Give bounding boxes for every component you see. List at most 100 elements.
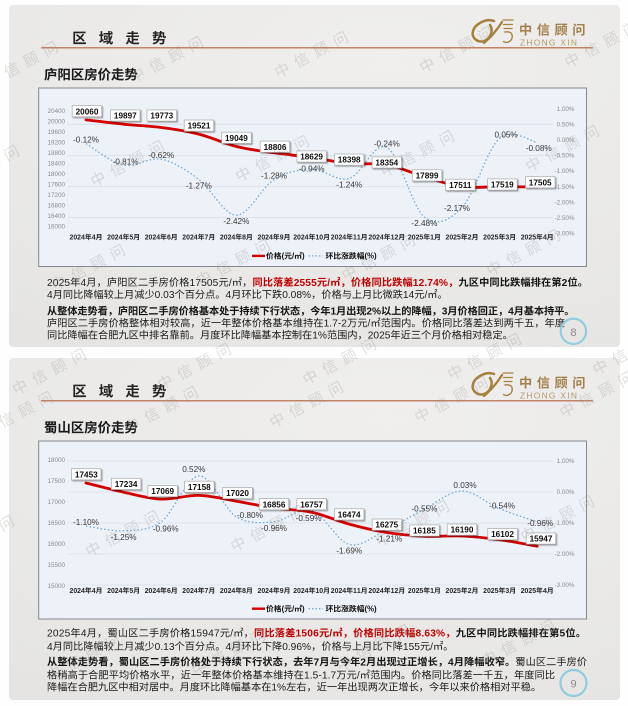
svg-text:14: 14 — [403, 290, 415, 301]
svg-text:1.00%: 1.00% — [557, 106, 575, 113]
svg-text:-0.54%: -0.54% — [489, 502, 515, 511]
svg-text:/: / — [229, 278, 232, 289]
svg-text:-1.00%: -1.00% — [555, 168, 575, 175]
svg-text:-2.00%: -2.00% — [555, 199, 575, 206]
svg-text:19773: 19773 — [150, 112, 173, 121]
svg-text:19200: 19200 — [47, 140, 65, 147]
svg-text:20000: 20000 — [47, 119, 65, 126]
svg-text:4: 4 — [448, 657, 454, 668]
svg-text:/: / — [368, 319, 371, 330]
svg-text:2025: 2025 — [368, 331, 391, 342]
svg-text:11: 11 — [353, 235, 361, 242]
svg-text:0.00%: 0.00% — [557, 137, 575, 144]
svg-text:12: 12 — [391, 588, 399, 595]
svg-text:-0.96%: -0.96% — [527, 519, 553, 528]
svg-text:19897: 19897 — [114, 112, 137, 121]
svg-text:-2.00%: -2.00% — [555, 551, 575, 558]
svg-text:0.05%: 0.05% — [494, 130, 517, 139]
svg-text:-1.00%: -1.00% — [555, 520, 575, 527]
svg-text:-0.96%: -0.96% — [153, 524, 179, 533]
svg-text:3: 3 — [442, 307, 448, 318]
svg-text:8: 8 — [242, 588, 246, 595]
svg-text:17234: 17234 — [115, 480, 138, 489]
svg-text:5: 5 — [560, 629, 566, 640]
svg-text:17505: 17505 — [190, 278, 219, 289]
svg-text:2024: 2024 — [258, 235, 273, 242]
svg-text:2024: 2024 — [182, 588, 197, 595]
svg-text:17069: 17069 — [151, 487, 174, 496]
svg-text:2024: 2024 — [145, 588, 160, 595]
svg-text:12.74%: 12.74% — [413, 278, 448, 289]
svg-text:1: 1 — [430, 588, 434, 595]
svg-text:/: / — [292, 605, 295, 614]
svg-text:2025: 2025 — [47, 629, 71, 640]
svg-text:2025: 2025 — [446, 235, 461, 242]
svg-text:0.03%: 0.03% — [453, 481, 476, 490]
svg-text:1: 1 — [430, 235, 434, 242]
svg-text:17453: 17453 — [75, 470, 98, 479]
svg-text:15947: 15947 — [530, 535, 553, 544]
svg-text:12: 12 — [391, 235, 399, 242]
svg-text:2024: 2024 — [107, 235, 122, 242]
svg-text:15500: 15500 — [47, 562, 65, 569]
svg-text:2024: 2024 — [368, 235, 383, 242]
svg-text:-0.62%: -0.62% — [148, 151, 174, 160]
svg-text:-1.21%: -1.21% — [376, 535, 402, 544]
svg-text:10: 10 — [315, 588, 323, 595]
svg-text:2025: 2025 — [446, 588, 461, 595]
svg-text:/: / — [329, 629, 332, 640]
svg-text:0.52%: 0.52% — [182, 465, 205, 474]
svg-text:-0.12%: -0.12% — [73, 136, 99, 145]
svg-text:18800: 18800 — [47, 150, 65, 157]
svg-text:-0.80%: -0.80% — [237, 511, 263, 520]
svg-text:/: / — [430, 642, 433, 653]
svg-text:2024: 2024 — [145, 235, 160, 242]
svg-text:2025: 2025 — [408, 235, 423, 242]
svg-text:4: 4 — [92, 235, 96, 242]
svg-text:4: 4 — [508, 307, 514, 318]
svg-text:16800: 16800 — [47, 203, 65, 210]
svg-text:17200: 17200 — [47, 192, 65, 199]
svg-text:2024: 2024 — [331, 588, 346, 595]
svg-text:9: 9 — [280, 235, 284, 242]
svg-text:16102: 16102 — [491, 530, 514, 539]
svg-text:1.5-1.7: 1.5-1.7 — [304, 671, 337, 682]
svg-text:4: 4 — [226, 290, 232, 301]
svg-text:16757: 16757 — [300, 500, 323, 509]
svg-text:16856: 16856 — [263, 500, 286, 509]
svg-text:16400: 16400 — [47, 213, 65, 220]
svg-text:-0.94%: -0.94% — [299, 165, 325, 174]
svg-text:17158: 17158 — [188, 483, 211, 492]
svg-text:(%): (%) — [365, 605, 378, 614]
svg-text:): ) — [302, 605, 305, 614]
svg-text:2024: 2024 — [368, 588, 383, 595]
svg-text:2025: 2025 — [408, 588, 423, 595]
svg-text:2024: 2024 — [70, 235, 85, 242]
svg-text:2024: 2024 — [293, 588, 308, 595]
svg-text:2024: 2024 — [331, 235, 346, 242]
svg-text:17500: 17500 — [47, 478, 65, 485]
svg-text:9: 9 — [280, 588, 284, 595]
svg-text:2025: 2025 — [521, 235, 536, 242]
svg-text:-0.81%: -0.81% — [113, 158, 139, 167]
svg-text:(: ( — [282, 605, 285, 614]
svg-text:1%: 1% — [312, 331, 327, 342]
svg-text:2: 2 — [468, 235, 472, 242]
svg-text:16275: 16275 — [375, 521, 398, 530]
svg-text:4: 4 — [226, 642, 232, 653]
svg-text:-1.10%: -1.10% — [73, 518, 99, 527]
svg-text:-0.50%: -0.50% — [555, 153, 575, 160]
svg-text:/: / — [230, 629, 233, 640]
svg-text:0.00%: 0.00% — [557, 489, 575, 496]
svg-text:16500: 16500 — [47, 520, 65, 527]
svg-text:16474: 16474 — [338, 511, 361, 520]
svg-text:6: 6 — [167, 588, 171, 595]
svg-text:16185: 16185 — [413, 527, 436, 536]
svg-text:0.08%: 0.08% — [282, 290, 311, 301]
svg-text:18400: 18400 — [47, 161, 65, 168]
svg-text:-1.24%: -1.24% — [336, 181, 362, 190]
svg-text:18354: 18354 — [375, 159, 398, 168]
svg-text:15000: 15000 — [47, 583, 65, 590]
svg-text:-2.42%: -2.42% — [223, 217, 249, 226]
svg-text:2024: 2024 — [107, 588, 122, 595]
